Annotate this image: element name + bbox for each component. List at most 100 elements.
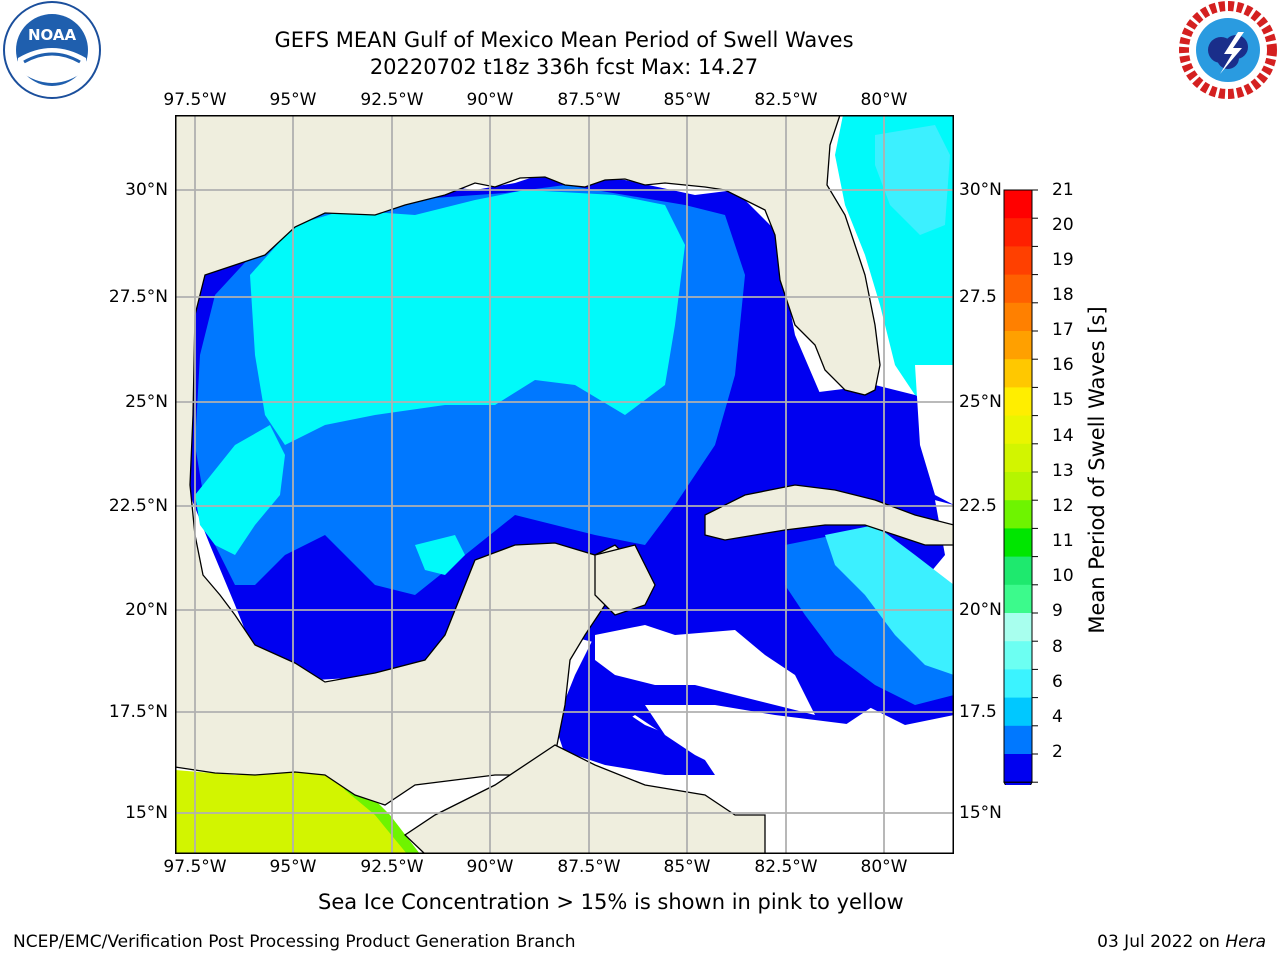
lon-label: 85°W [663,857,711,877]
colorbar-segment [1004,443,1032,473]
noaa-logo: NOAA [3,1,101,99]
central-america-land [403,744,766,854]
colorbar-segment [1004,218,1032,247]
lon-label: 80°W [860,857,908,877]
lat-label: 17.5 [959,702,997,722]
nodata-gap [915,365,954,505]
colorbar-tick-label: 10 [1052,566,1074,586]
colorbar-tick-label: 15 [1052,390,1074,410]
sea-ice-note: Sea Ice Concentration > 15% is shown in … [318,890,904,914]
lon-label: 82.5°W [754,857,818,877]
colorbar-tick-label: 6 [1052,672,1063,692]
nodata-gap [735,745,954,854]
gulf-light-patch [415,535,465,575]
colorbar-segment [1004,613,1032,642]
chart-title: GEFS MEAN Gulf of Mexico Mean Period of … [274,28,854,52]
lon-label: 80°W [860,90,908,110]
chart-subtitle: 20220702 t18z 336h fcst Max: 14.27 [369,55,759,79]
colorbar-title: Mean Period of Swell Waves [s] [1085,306,1109,634]
usa-mexico-land [175,115,881,806]
lat-label: 30°N [959,180,1002,200]
lon-label: 97.5°W [163,90,227,110]
noaa-logo-text: NOAA [28,26,77,44]
colorbar-segment [1004,331,1032,360]
colorbar-tick-label: 8 [1052,637,1063,657]
lat-label: 15°N [125,803,168,823]
colorbar-segment [1004,472,1032,501]
lon-label: 95°W [269,857,317,877]
footer-host: Hera [1225,932,1266,952]
lon-label: 87.5°W [557,857,621,877]
honduras-patch [565,705,715,775]
lon-label: 92.5°W [360,857,424,877]
lon-label: 82.5°W [754,90,818,110]
lat-label: 27.5 [959,287,997,307]
yucatan-peninsula [594,544,656,616]
florida-straits [795,385,954,505]
gulf-light-band [250,190,685,445]
colorbar-tick-label: 19 [1052,250,1074,270]
map-frame [175,115,954,854]
lon-label: 85°W [663,90,711,110]
colorbar-tick-label: 21 [1052,180,1074,200]
cuba-land [704,484,954,546]
lat-label: 17.5°N [108,702,168,722]
colorbar-frame [1003,189,1033,783]
lat-label: 20°N [125,600,168,620]
colorbar-segment [1004,302,1032,332]
atlantic-pale [875,125,950,235]
colorbar-tick-label: 17 [1052,320,1074,340]
colorbar-segment [1004,669,1032,699]
lat-label: 25°N [125,392,168,412]
lon-label: 87.5°W [557,90,621,110]
colorbar-segment [1004,528,1032,558]
lat-label: 22.5 [959,496,997,516]
footer-credit: NCEP/EMC/Verification Post Processing Pr… [13,932,576,952]
colorbar-tick-label: 2 [1052,742,1063,762]
colorbar-segment [1004,190,1032,219]
colorbar-segment [1004,725,1032,755]
graticule [175,115,954,854]
colorbar-tick-label: 14 [1052,426,1074,446]
colorbar-tick-label: 11 [1052,531,1074,551]
colorbar-segment [1004,556,1032,586]
lon-label: 90°W [466,857,514,877]
colorbar-tick-label: 16 [1052,355,1074,375]
colorbar-segment [1004,697,1032,727]
colorbar-segment [1004,274,1032,304]
lat-label: 27.5°N [108,287,168,307]
lon-label: 97.5°W [163,857,227,877]
colorbar-segment [1004,500,1032,529]
gulf-light-west [195,425,285,555]
lon-label: 95°W [269,90,317,110]
colorbar-segment [1004,754,1032,783]
land-masses [175,115,954,854]
nws-logo [1179,1,1277,99]
lat-label: 25°N [959,392,1002,412]
colorbar-tick-label: 13 [1052,461,1074,481]
map-panel [175,115,954,854]
colorbar-segment [1004,641,1032,670]
colorbar-segment [1004,584,1032,614]
caribbean-light [825,525,954,675]
lat-label: 20°N [959,600,1002,620]
colorbar-tick-label: 12 [1052,496,1074,516]
lat-label: 22.5°N [108,496,168,516]
colorbar [1003,189,1038,785]
nodata-gap [595,625,815,715]
lat-label: 30°N [125,180,168,200]
colorbar-tick-label: 4 [1052,707,1063,727]
swell-field [175,115,954,854]
colorbar-segment [1004,246,1032,276]
lat-label: 15°N [959,803,1002,823]
footer-date-text: 03 Jul 2022 on [1097,932,1226,952]
colorbar-tick-label: 9 [1052,601,1063,621]
lon-label: 90°W [466,90,514,110]
colorbar-segment [1004,359,1032,388]
colorbar-segment [1004,415,1032,445]
colorbar-segment [1004,387,1032,417]
lon-label: 92.5°W [360,90,424,110]
colorbar-tick-label: 20 [1052,215,1074,235]
colorbar-tick-label: 18 [1052,285,1074,305]
footer-date: 03 Jul 2022 on Hera [1097,932,1266,952]
